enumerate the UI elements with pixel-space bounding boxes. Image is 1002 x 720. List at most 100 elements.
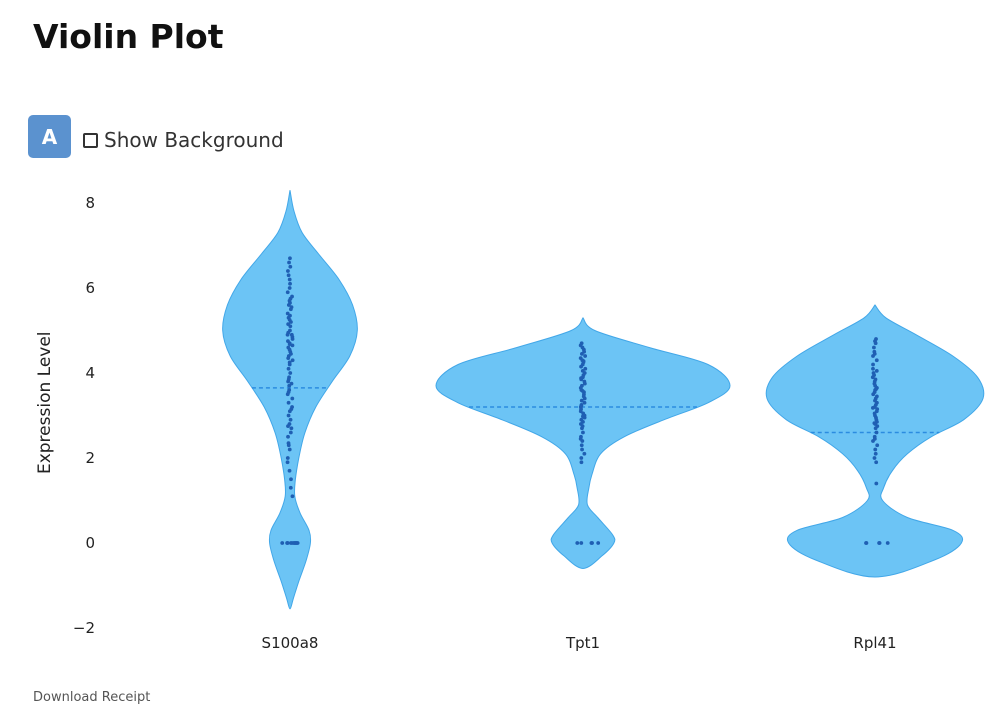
data-point [580, 388, 585, 393]
data-point [871, 366, 875, 371]
data-point [288, 541, 293, 545]
data-point [579, 376, 583, 380]
data-point [877, 541, 882, 545]
data-point [582, 400, 587, 405]
data-point [871, 362, 875, 367]
data-point [286, 390, 291, 395]
data-point [287, 317, 292, 322]
data-point [874, 460, 879, 465]
data-point [874, 430, 879, 435]
data-point [580, 424, 585, 429]
data-point [290, 337, 295, 341]
data-point [287, 360, 292, 365]
data-point [288, 264, 293, 269]
page-title: Violin Plot [33, 17, 224, 56]
data-point [288, 324, 293, 329]
download-receipt-link[interactable]: Download Receipt [33, 690, 151, 705]
data-point [873, 451, 878, 456]
y-tick-label: 6 [85, 279, 95, 297]
data-point [579, 460, 584, 465]
data-point [285, 290, 290, 295]
data-point [286, 273, 291, 278]
data-point [288, 430, 293, 435]
y-tick-label: 4 [85, 364, 95, 382]
data-point [583, 366, 588, 371]
y-tick-label: 0 [85, 534, 95, 552]
data-point [289, 407, 294, 412]
data-point [873, 339, 877, 344]
data-point [286, 366, 291, 371]
data-point [286, 400, 291, 405]
data-point [286, 413, 291, 418]
data-point [285, 541, 290, 545]
data-point [596, 541, 601, 545]
data-point [287, 342, 292, 346]
data-point [581, 430, 585, 435]
data-point [289, 426, 294, 431]
data-point [874, 368, 879, 373]
data-point [580, 414, 585, 419]
data-point [579, 404, 584, 409]
data-point [290, 396, 295, 401]
y-tick-label: −2 [73, 619, 95, 637]
data-point [872, 421, 877, 426]
data-point [871, 392, 876, 397]
x-tick-label: Tpt1 [565, 634, 600, 652]
data-point [875, 443, 880, 448]
data-point [287, 383, 292, 388]
data-point [287, 468, 292, 473]
show-background-toggle[interactable]: Show Background [83, 128, 284, 152]
data-point [286, 377, 291, 382]
data-point [872, 351, 877, 356]
data-point [285, 460, 290, 465]
data-point [581, 359, 586, 363]
violin-body [222, 190, 358, 610]
data-point [287, 277, 292, 282]
data-point [285, 332, 290, 337]
y-axis: −2 0 2 4 6 8 [73, 194, 95, 637]
data-point [873, 447, 878, 452]
data-point [280, 541, 285, 545]
data-point [579, 443, 584, 448]
data-point [579, 398, 584, 403]
violin-body [765, 304, 985, 578]
data-point [874, 358, 879, 363]
data-point [582, 451, 587, 456]
data-point [286, 269, 290, 273]
data-point [872, 456, 877, 460]
data-point [288, 485, 293, 490]
data-point [589, 541, 594, 545]
data-point [580, 351, 584, 356]
data-point [579, 364, 583, 369]
data-point [290, 358, 295, 363]
mode-button[interactable]: A [28, 115, 71, 158]
y-tick-label: 8 [85, 194, 95, 212]
x-axis: S100a8 Tpt1 Rpl41 [262, 634, 897, 652]
x-tick-label: Rpl41 [853, 634, 896, 652]
data-point [583, 354, 588, 358]
violin-chart: −2 0 2 4 6 8 Expression Level S100a8 Tpt1 Rpl41 [35, 190, 985, 652]
data-point [864, 541, 869, 545]
data-point [872, 436, 877, 441]
data-point [575, 541, 580, 545]
data-point [580, 447, 584, 452]
show-background-checkbox[interactable] [83, 132, 98, 148]
data-point [287, 260, 291, 265]
data-point [289, 332, 294, 337]
data-point [874, 481, 879, 486]
data-point [288, 256, 292, 261]
data-point [873, 426, 878, 431]
data-point [288, 371, 293, 375]
data-point [288, 300, 292, 305]
data-point [286, 356, 291, 361]
data-point [582, 396, 587, 401]
data-point [288, 417, 293, 422]
data-point [870, 375, 875, 380]
show-background-label: Show Background [104, 128, 284, 152]
data-point [286, 443, 291, 448]
y-axis-label: Expression Level [35, 331, 55, 474]
data-point [872, 345, 876, 350]
data-point [582, 381, 587, 386]
data-point [290, 494, 295, 499]
data-point [285, 456, 290, 460]
